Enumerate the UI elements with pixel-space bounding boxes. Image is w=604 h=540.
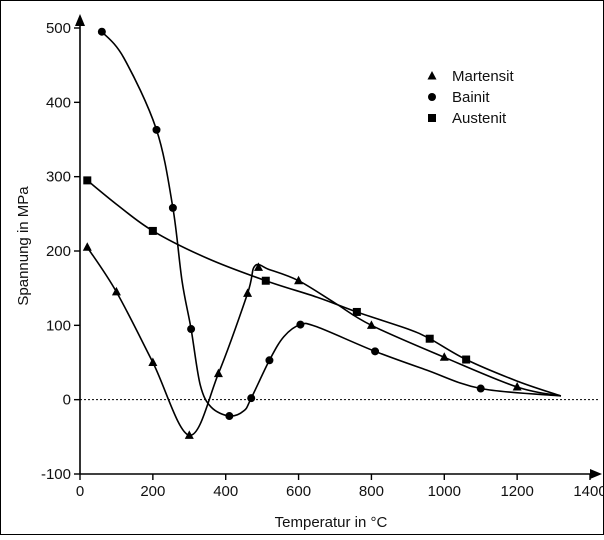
data-point-martensit [243,288,253,297]
legend-label-bainit: Bainit [452,89,490,106]
data-point-bainit [247,394,256,403]
data-point-austenit [425,334,434,343]
y-tick-label: 0 [63,392,71,409]
y-tick-label: 200 [46,243,71,260]
data-point-austenit [462,355,471,364]
x-axis-label: Temperatur in °C [275,514,388,531]
x-axis-arrow [590,469,602,479]
x-tick-label: 400 [213,483,238,500]
data-point-martensit [294,275,304,285]
legend-marker-austenit [428,114,436,122]
y-tick-label: 300 [46,169,71,186]
data-point-martensit [213,368,223,378]
data-point-martensit [111,286,121,296]
x-tick-label: 0 [76,483,84,500]
data-point-bainit [371,347,380,356]
data-point-martensit [512,382,522,391]
y-axis-label: Spannung in MPa [15,186,32,306]
legend-marker-bainit [428,93,436,101]
data-point-bainit [168,203,177,212]
tick-labels: -100 0 100 200 300 400 500 0 200 400 600 800 1000 120… [41,20,604,500]
data-point-bainit [152,125,161,134]
data-point-austenit [148,226,157,235]
x-tick-label: 1400 [573,483,604,500]
data-point-bainit [265,356,274,365]
y-tick-label: -100 [41,466,71,483]
data-point-martensit [254,262,263,271]
y-tick-label: 500 [46,20,71,37]
legend-label-austenit: Austenit [452,110,507,127]
data-point-bainit [296,320,305,329]
data-point-austenit [83,176,92,185]
data-point-austenit [261,276,270,285]
data-point-martensit [148,357,158,366]
axes [74,14,602,480]
data-point-bainit [225,412,234,421]
data-point-martensit [439,352,449,361]
y-axis-arrow [75,14,85,26]
legend: Martensit Bainit Austenit [427,68,515,127]
x-tick-label: 200 [140,483,165,500]
x-tick-label: 600 [286,483,311,500]
y-tick-label: 100 [46,317,71,334]
data-point-bainit [97,27,106,36]
data-point-martensit [366,320,376,329]
x-tick-label: 800 [359,483,384,500]
x-tick-label: 1200 [500,483,533,500]
legend-marker-martensit [427,71,437,80]
legend-label-martensit: Martensit [452,68,515,85]
data-point-bainit [476,384,485,393]
markers [82,27,522,439]
data-point-martensit [82,242,92,251]
y-tick-label: 400 [46,94,71,111]
x-tick-label: 1000 [428,483,461,500]
data-point-martensit [184,430,194,439]
data-point-austenit [352,307,361,316]
data-point-bainit [187,325,196,334]
